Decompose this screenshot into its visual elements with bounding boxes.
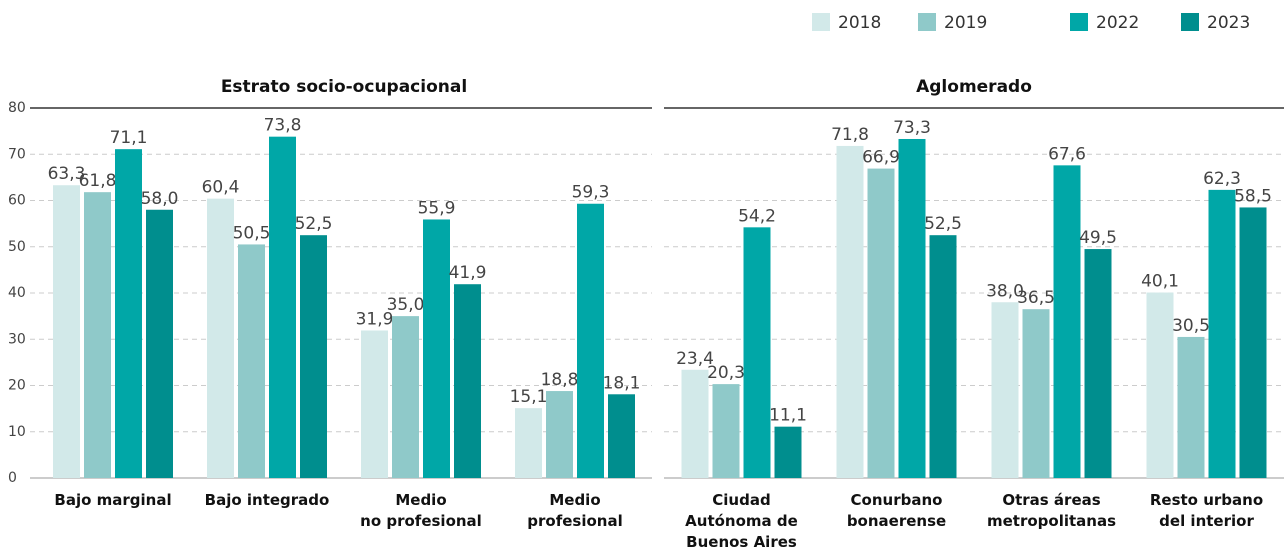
legend-swatch [812,13,830,31]
data-label: 49,5 [1079,228,1117,248]
data-label: 71,8 [831,125,869,145]
data-label: 67,6 [1048,144,1086,164]
y-tick-label: 40 [8,285,26,301]
bar [300,235,327,478]
y-tick-label: 20 [8,378,26,394]
x-tick-label: Medio profesional [527,491,623,530]
data-label: 66,9 [862,148,900,168]
legend-label: 2023 [1207,13,1250,33]
legend-swatch [1070,13,1088,31]
bar [743,227,771,478]
data-label: 63,3 [48,164,86,184]
x-tick-label: Bajo integrado [204,491,330,509]
data-label: 61,8 [79,171,117,191]
data-label: 73,8 [264,116,302,136]
data-label: 30,5 [1172,316,1210,336]
bar [84,192,111,479]
bar [361,330,388,478]
data-label: 54,2 [738,206,776,226]
bar [238,244,265,478]
data-label: 20,3 [707,363,745,383]
bar [836,145,864,479]
x-tick-label: Bajo marginal [54,491,172,509]
y-tick-label: 0 [8,470,17,486]
data-label: 50,5 [233,223,271,243]
bar [712,384,740,478]
data-label: 62,3 [1203,169,1241,189]
x-tick-label: Ciudad Autónoma de Buenos Aires [685,491,798,551]
data-label: 59,3 [572,183,610,203]
x-tick-label: Resto urbano del interior [1149,491,1264,530]
bar [774,426,802,478]
data-label: 58,0 [141,189,179,209]
legend-swatch [918,13,936,31]
x-tick-label: Otras áreas metropolitanas [986,491,1117,530]
panel-title: Aglomerado [916,77,1032,97]
bar [207,198,234,478]
bar [515,408,542,478]
data-label: 73,3 [893,118,931,138]
x-tick-label: Medio no profesional [360,491,482,530]
y-tick-label: 30 [8,331,26,347]
panel-title: Estrato socio-ocupacional [221,77,467,97]
x-tick-label: Conurbano bonaerense [846,491,947,530]
legend-swatch [1181,13,1199,31]
y-tick-label: 80 [8,100,26,116]
data-label: 11,1 [769,406,807,426]
bar [929,235,957,478]
bar [1239,207,1267,478]
bar [115,149,142,478]
data-label: 55,9 [418,198,456,218]
bar [1084,249,1112,478]
data-label: 60,4 [202,178,240,198]
bar [991,302,1019,478]
bar [577,203,604,479]
y-tick-label: 10 [8,424,26,440]
bar [1208,189,1236,479]
data-label: 35,0 [387,295,425,315]
bar [898,138,926,479]
bar [1053,165,1081,478]
bar [392,316,419,478]
data-label: 71,1 [110,128,148,148]
bar [681,369,709,478]
data-label: 52,5 [924,214,962,234]
y-tick-label: 70 [8,146,26,162]
bar [53,185,80,479]
data-label: 18,1 [603,373,641,393]
y-tick-label: 60 [8,193,26,209]
bar [1146,292,1174,478]
bar [867,168,895,478]
data-label: 23,4 [676,349,714,369]
bar [546,391,573,478]
y-tick-label: 50 [8,239,26,255]
bar [269,136,296,479]
data-label: 31,9 [356,309,394,329]
data-label: 52,5 [295,214,333,234]
bar [1022,309,1050,478]
legend-label: 2018 [838,13,881,33]
data-label: 36,5 [1017,288,1055,308]
legend-label: 2022 [1096,13,1139,33]
data-label: 38,0 [986,281,1024,301]
data-label: 18,8 [541,370,579,390]
bar [454,284,481,478]
bar [608,394,635,478]
data-label: 41,9 [449,263,487,283]
bar [146,209,173,478]
data-label: 40,1 [1141,272,1179,292]
legend-label: 2019 [944,13,987,33]
bar [423,219,450,478]
data-label: 58,5 [1234,186,1272,206]
data-label: 15,1 [510,387,548,407]
bar [1177,336,1205,478]
